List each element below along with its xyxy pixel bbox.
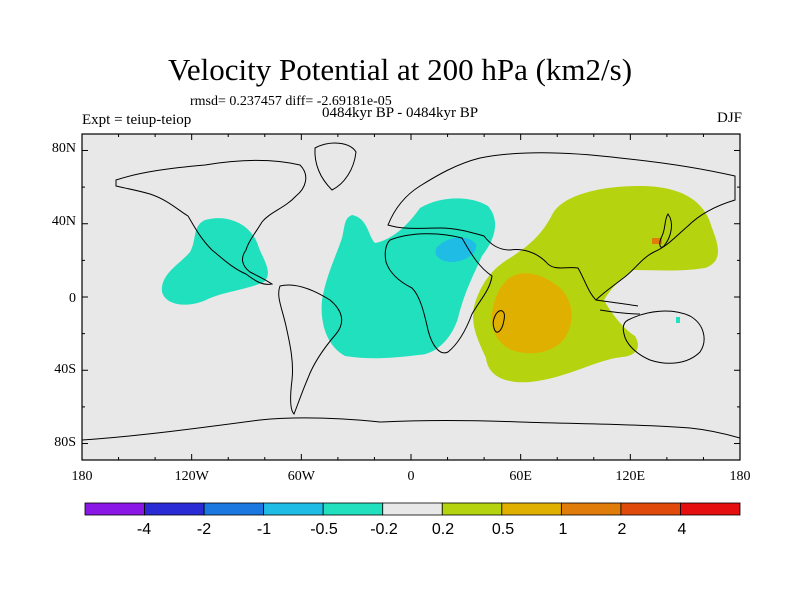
colorbar-swatch <box>322 502 384 516</box>
colorbar-label: -0.2 <box>370 521 398 538</box>
lat-tick-label: 0 <box>69 291 76 306</box>
colorbar: -4 -2 -1 -0.5 -0.2 0.2 0.5 1 2 4 <box>84 502 741 538</box>
coastline-north-america <box>115 160 307 285</box>
experiment-label: Expt = teiup-teiop <box>82 112 192 128</box>
colorbar-label: 0.5 <box>492 521 514 538</box>
lat-tick-label: 40N <box>52 214 76 229</box>
lon-tick-label: 180 <box>730 469 751 484</box>
lat-tick-label: 40S <box>54 362 76 377</box>
colorbar-label: 0.2 <box>432 521 454 538</box>
negative-anomaly-australia-speck <box>676 317 680 323</box>
anomaly-field <box>161 186 718 383</box>
colorbar-swatch <box>144 502 205 516</box>
colorbar-swatch <box>501 502 562 516</box>
coastline-australia <box>622 310 705 364</box>
negative-anomaly-mideast-core <box>435 237 477 262</box>
axis-ticks <box>81 134 741 460</box>
colorbar-swatch <box>84 502 145 516</box>
lon-tick-label: 60E <box>509 469 532 484</box>
colorbar-swatch <box>382 502 443 516</box>
colorbar-label: -4 <box>137 521 151 538</box>
negative-anomaly-atlantic-africa <box>321 198 496 359</box>
lon-tick-label: 0 <box>408 469 415 484</box>
period-label: 0484kyr BP - 0484kyr BP <box>322 105 479 121</box>
coastline-indonesia <box>595 299 641 315</box>
colorbar-swatch <box>560 502 622 516</box>
positive-anomaly-indian-ocean-core <box>491 273 572 354</box>
colorbar-label: -0.5 <box>310 521 338 538</box>
coastline-greenland <box>314 142 357 191</box>
coastline-africa <box>384 233 493 354</box>
season-label: DJF <box>716 110 742 126</box>
negative-anomaly-north-pacific <box>161 218 268 305</box>
lon-tick-label: 120W <box>175 469 210 484</box>
colorbar-swatch <box>620 502 681 516</box>
colorbar-swatch <box>203 502 265 516</box>
colorbar-label: 1 <box>559 521 568 538</box>
colorbar-label: 2 <box>618 521 627 538</box>
colorbar-swatch <box>680 502 741 516</box>
lon-tick-label: 180 <box>72 469 93 484</box>
lat-tick-label: 80N <box>52 141 76 156</box>
coastline-south-america <box>278 284 343 415</box>
colorbar-swatch <box>441 502 503 516</box>
colorbar-label: -1 <box>257 521 271 538</box>
lon-tick-label: 60W <box>288 469 316 484</box>
coastline-eurasia <box>387 152 736 301</box>
colorbar-swatch <box>263 502 324 516</box>
coastline-antarctica <box>82 417 740 441</box>
lat-tick-label: 80S <box>54 435 76 450</box>
coastline-madagascar <box>492 310 505 333</box>
plot-title: Velocity Potential at 200 hPa (km2/s) <box>167 52 633 87</box>
longitude-axis: 180 120W 60W 0 60E 120E 180 <box>72 469 751 484</box>
coastline-japan <box>659 213 672 248</box>
colorbar-label: -2 <box>197 521 211 538</box>
lon-tick-label: 120E <box>616 469 646 484</box>
colorbar-label: 4 <box>678 521 687 538</box>
latitude-axis: 80N 40N 0 40S 80S <box>52 141 76 450</box>
coastlines <box>82 142 740 441</box>
stats-label: rmsd= 0.237457 diff= -2.69181e-05 <box>190 94 392 109</box>
